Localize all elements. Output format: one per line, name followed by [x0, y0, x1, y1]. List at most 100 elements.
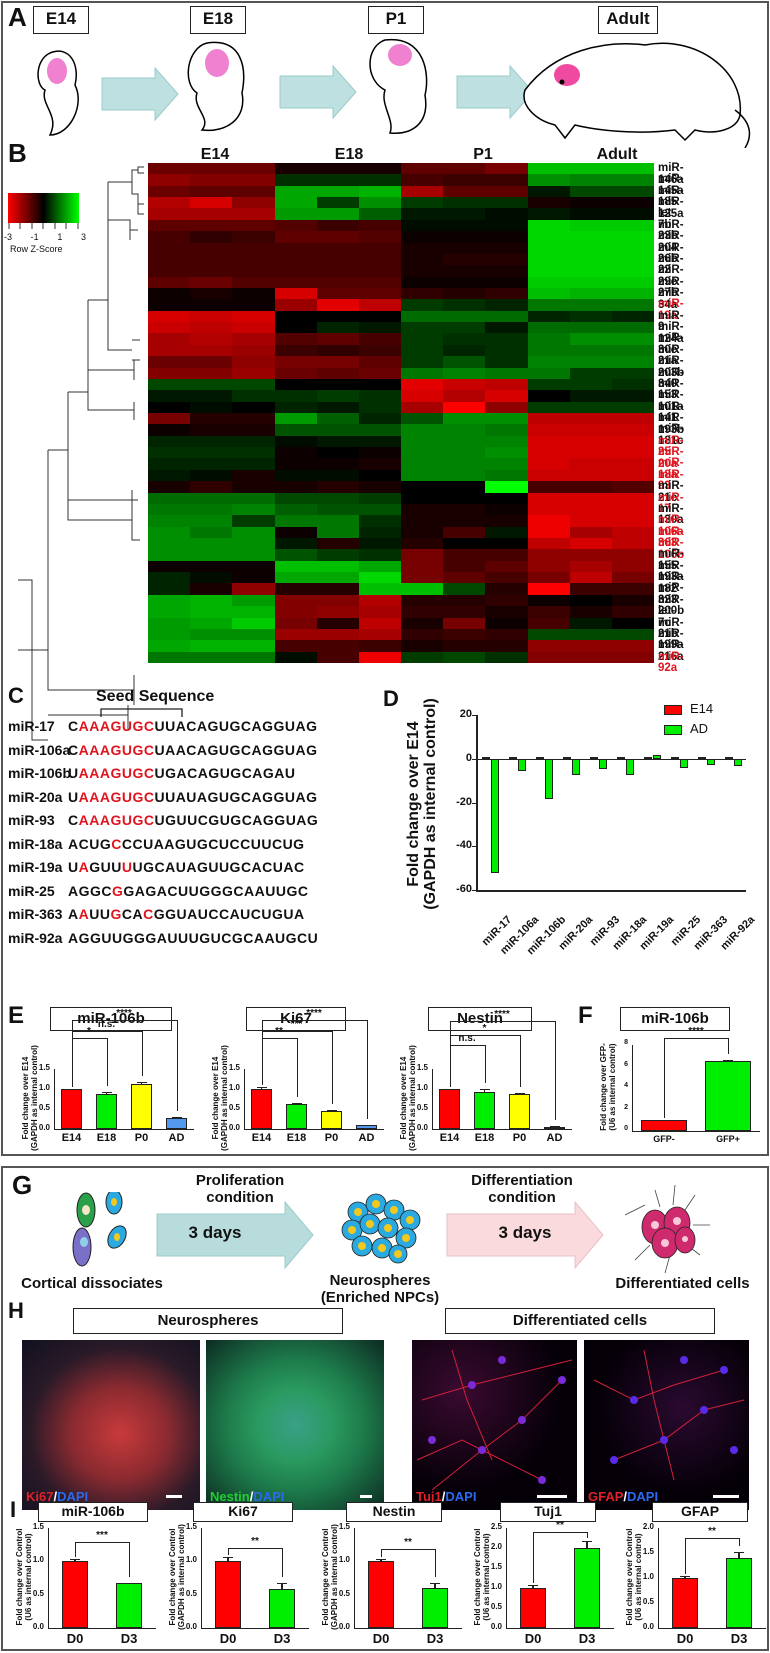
heatmap-cell — [611, 424, 655, 437]
error-bar — [684, 1576, 686, 1578]
x-tick-label: E14 — [251, 1132, 272, 1144]
y-axis-label: Fold change over Control (U6 as internal … — [15, 1528, 33, 1626]
heatmap-cell — [148, 469, 191, 482]
sig-bracket — [449, 1045, 485, 1046]
nucleotides: UGCAUAGUUGCACUAC — [132, 859, 305, 875]
heatmap-cell — [358, 617, 402, 630]
colorbar-tick-labels: -3 -1 1 3 — [4, 232, 86, 242]
heatmap-cell — [148, 617, 191, 630]
heatmap-cell — [611, 515, 655, 528]
heatmap-cell — [527, 481, 571, 494]
heatmap-cell — [569, 538, 613, 550]
heatmap-cell — [401, 606, 444, 619]
heatmap-cell — [274, 572, 318, 584]
nucleotides: UGACAGUGCAGAU — [154, 765, 296, 781]
heatmap-cell — [611, 197, 655, 209]
heatmap-cell — [358, 526, 402, 539]
chart-e-nestin: Nestin 0.0 0.5 1.0 1.5 Fold change over E14 (G… — [388, 1005, 578, 1155]
heatmap-cell — [401, 526, 444, 539]
bar-e14 — [439, 1089, 460, 1129]
heatmap-cell — [274, 197, 318, 209]
heatmap-cell — [485, 413, 528, 425]
heatmap-cell — [443, 617, 486, 630]
y-axis-label: Fold change over Control (U6 as internal … — [473, 1528, 491, 1626]
sig-bracket — [296, 1038, 298, 1097]
y-tick — [472, 758, 476, 760]
heatmap-cell — [443, 265, 486, 278]
y-tick-label: 0.0 — [338, 1622, 350, 1631]
heatmap-row-label: miR-193a — [658, 559, 684, 584]
y-tick-label: 1.0 — [490, 1582, 502, 1591]
cortical-dissociate-cells-icon — [72, 1192, 127, 1267]
heatmap-row-label: miR-199a — [658, 627, 684, 652]
heatmap-cell — [358, 322, 402, 334]
bar-p0 — [131, 1084, 152, 1129]
heatmap-cell — [274, 560, 318, 573]
heatmap-cell — [443, 594, 486, 607]
heatmap-cell — [443, 424, 486, 437]
error-bar — [483, 1089, 486, 1092]
x-tick-label: AD — [168, 1132, 185, 1144]
heatmap-cell — [358, 390, 402, 403]
heatmap-cell — [401, 333, 444, 346]
heatmap-row-label: miR-141 — [658, 400, 684, 425]
y-axis-label: Fold change over E14 (GAPDH as internal c… — [21, 1045, 39, 1151]
heatmap-cell — [485, 265, 528, 278]
heatmap-row-label: miR-106a — [658, 514, 684, 538]
cortical-dissociates-label: Cortical dissociates — [21, 1275, 163, 1292]
y-tick-label: 0.0 — [416, 1123, 428, 1132]
heatmap-cell — [443, 583, 486, 596]
heatmap-cell — [527, 492, 571, 505]
heatmap-cell — [527, 424, 571, 437]
y-axis — [506, 1528, 508, 1628]
heatmap-row-label: miR-155 — [658, 548, 684, 572]
heatmap-cell — [527, 163, 571, 175]
heatmap-cell — [485, 219, 528, 232]
heatmap-cell — [190, 242, 233, 255]
heatmap-cell — [485, 526, 528, 539]
heatmap-cell — [527, 560, 571, 573]
heatmap-cell — [569, 322, 613, 334]
nucleotides: CCUAAGUGCUCCUUCUG — [121, 835, 305, 852]
heatmap-cell — [527, 617, 571, 630]
heatmap-cell — [274, 413, 318, 425]
x-tick-label: E18 — [286, 1132, 307, 1144]
heatmap-cell — [401, 390, 444, 403]
heatmap-cell — [611, 617, 655, 630]
heatmap-row-label: miR-23b — [658, 218, 684, 243]
heatmap-cell — [443, 628, 486, 641]
heatmap-cell — [401, 492, 444, 505]
mirna-name: miR-18a — [8, 835, 63, 852]
heatmap-cell — [611, 265, 655, 278]
heatmap-cell — [527, 583, 571, 596]
heatmap-row-label: miR-200b — [658, 593, 685, 618]
heatmap-cell — [190, 197, 233, 209]
heatmap-cell — [274, 424, 318, 437]
heatmap-cell — [148, 424, 191, 437]
panel-d-label: D — [383, 686, 399, 711]
heatmap-col-e18: E18 — [334, 146, 364, 163]
heatmap-cell — [443, 242, 486, 255]
heatmap-cell — [569, 549, 613, 562]
chart-title: miR-106b — [50, 1007, 172, 1031]
nucleotides: C — [68, 718, 79, 734]
heatmap-cell — [527, 378, 571, 391]
heatmap-cell — [232, 503, 275, 516]
panel-h-label: H — [8, 1298, 24, 1323]
mirna-name: miR-106a — [8, 741, 71, 758]
y-tick — [472, 890, 476, 892]
y-tick-label: 0.0 — [185, 1622, 197, 1631]
heatmap-cell — [274, 310, 318, 323]
heatmap-cell — [358, 515, 402, 528]
heatmap-cell — [148, 503, 191, 516]
heatmap-cell — [401, 253, 444, 266]
differentiation-arrow-icon — [446, 1200, 604, 1270]
heatmap-cell — [569, 435, 613, 448]
stage-adult-box: Adult — [598, 6, 658, 34]
sig-bracket — [728, 1038, 730, 1055]
heatmap-cell — [569, 174, 613, 187]
heatmap-cell — [232, 435, 275, 448]
heatmap-cell — [148, 481, 191, 494]
error-bar — [74, 1559, 76, 1562]
heatmap-cell — [358, 378, 402, 391]
